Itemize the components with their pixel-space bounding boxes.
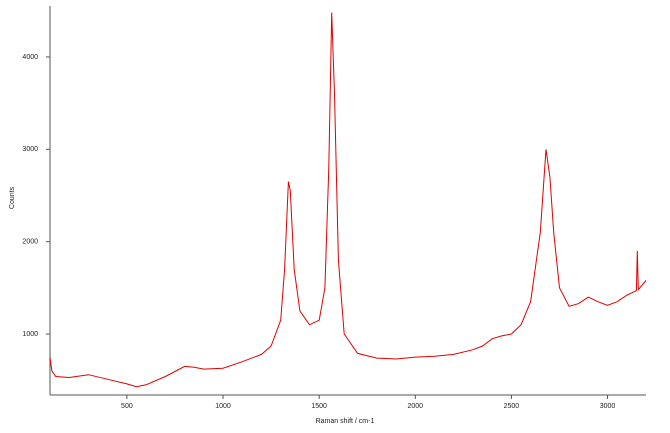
spectrum-line [49,12,647,388]
x-tick-label: 3000 [600,403,616,410]
y-tick-label: 2000 [22,239,38,246]
y-tick-label: 3000 [22,146,38,153]
x-tick-label: 500 [121,403,133,410]
y-tick-label: 1000 [22,331,38,338]
x-tick-label: 1000 [215,403,231,410]
x-tick-label: 2000 [408,403,424,410]
y-tick-label: 4000 [22,54,38,61]
x-axis-label: Raman shift / cm-1 [316,418,375,425]
x-tick-label: 1500 [311,403,327,410]
x-tick-label: 2500 [504,403,520,410]
y-axis-label: Counts [9,186,16,209]
